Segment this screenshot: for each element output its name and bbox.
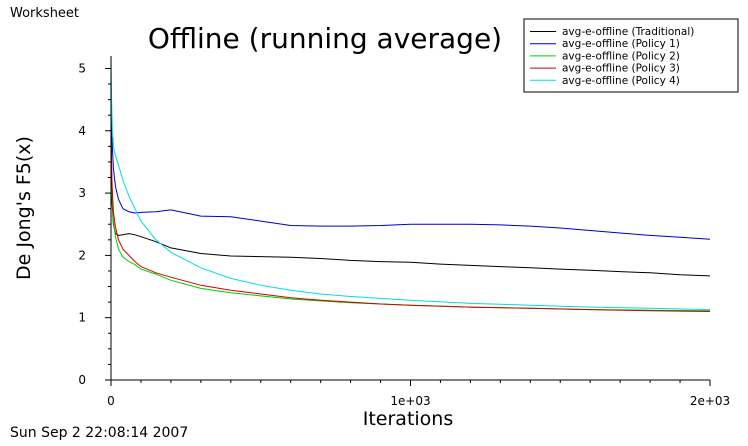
legend-label-3: avg-e-offline (Policy 3) (562, 63, 680, 75)
series-line-2 (110, 149, 711, 312)
series-line-0 (110, 105, 711, 277)
legend-label-4: avg-e-offline (Policy 4) (562, 75, 680, 87)
y-tick-label: 4 (78, 124, 86, 138)
worksheet-label: Worksheet (10, 6, 80, 21)
legend-label-2: avg-e-offline (Policy 2) (562, 50, 680, 62)
x-axis-title: Iterations (363, 408, 454, 430)
series-line-4 (110, 59, 711, 311)
legend-label-0: avg-e-offline (Traditional) (562, 26, 694, 38)
legend: avg-e-offline (Traditional)avg-e-offline… (523, 18, 739, 93)
series-line-1 (110, 105, 711, 240)
timestamp: Sun Sep 2 22:08:14 2007 (10, 425, 189, 441)
x-tick-label: 1e+03 (390, 394, 430, 408)
legend-label-1: avg-e-offline (Policy 1) (562, 38, 680, 50)
y-tick-label: 1 (78, 311, 86, 325)
y-tick-label: 3 (78, 186, 86, 200)
y-tick-label: 2 (78, 248, 86, 262)
legend-box (523, 18, 739, 93)
plot-area (110, 59, 711, 312)
y-tick-label: 5 (78, 61, 86, 75)
x-tick-label: 0 (107, 394, 115, 408)
axes: 0 1 2 3 4 5 0 1e+03 2e+03 (78, 56, 730, 408)
chart-title: Offline (running average) (148, 22, 502, 55)
y-axis-title: De Jong's F5(x) (13, 136, 35, 280)
x-tick-label: 2e+03 (690, 394, 730, 408)
y-tick-label: 0 (78, 373, 86, 387)
series-line-3 (110, 136, 711, 312)
